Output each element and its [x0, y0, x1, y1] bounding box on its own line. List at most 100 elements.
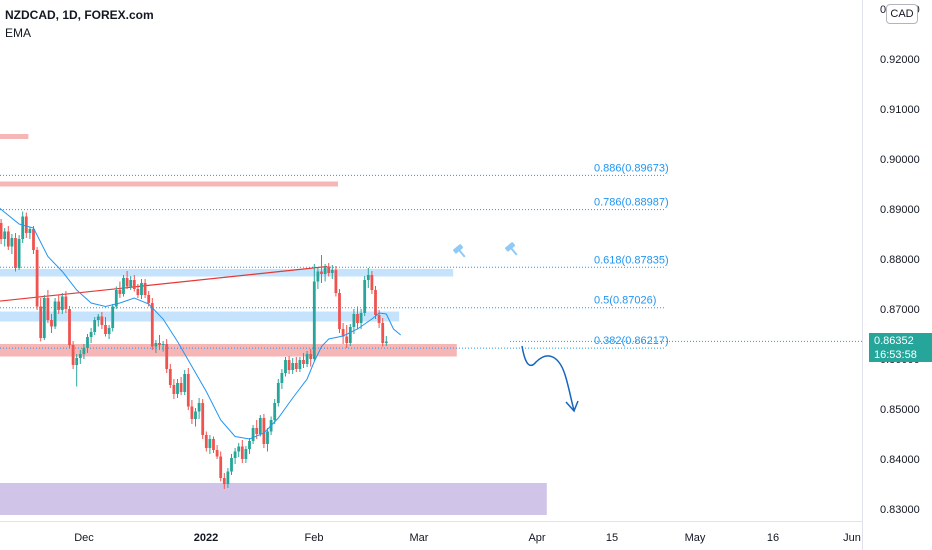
- currency-badge[interactable]: CAD: [886, 4, 918, 24]
- candle-body: [291, 363, 295, 370]
- candle-body: [46, 298, 50, 320]
- candle-body: [143, 283, 147, 295]
- candle: [212, 436, 215, 453]
- candle: [226, 468, 230, 488]
- hammer-handle: [510, 247, 518, 256]
- candle-body: [248, 441, 251, 449]
- candle: [111, 304, 115, 332]
- fib-label: 0.786(0.88987): [594, 197, 669, 209]
- time-tick-label: Mar: [410, 532, 429, 544]
- candle-body: [284, 360, 287, 373]
- time-tick-label: 2022: [194, 532, 218, 544]
- demand-zone: [0, 483, 547, 515]
- candle: [197, 398, 201, 419]
- time-tick-label: 15: [606, 532, 618, 544]
- candle: [208, 435, 212, 454]
- hammer-icon: [453, 244, 466, 258]
- candle: [240, 440, 244, 463]
- candle: [363, 276, 367, 316]
- candle-body: [273, 403, 277, 420]
- candle: [104, 317, 107, 337]
- candle-body: [305, 354, 309, 364]
- candle: [140, 279, 143, 299]
- price-tick-label: 0.88000: [880, 254, 920, 266]
- candle-body: [122, 278, 125, 294]
- candle-body: [21, 216, 25, 239]
- candle-body: [93, 320, 97, 332]
- candle-body: [251, 428, 255, 441]
- candle-body: [377, 315, 381, 323]
- candle: [122, 275, 125, 297]
- candle-body: [82, 348, 86, 354]
- candle: [172, 379, 176, 399]
- candle-body: [302, 360, 305, 364]
- candle: [381, 318, 385, 347]
- candle-body: [183, 374, 187, 392]
- resistance-zone: [0, 134, 29, 139]
- candle: [107, 325, 111, 339]
- candle-body: [129, 280, 133, 287]
- candle-body: [262, 418, 266, 444]
- candle: [57, 295, 61, 314]
- candle-body: [17, 239, 21, 268]
- candle: [186, 368, 190, 410]
- candle-body: [158, 343, 161, 345]
- candle-body: [57, 301, 61, 310]
- candle-body: [255, 428, 259, 434]
- candle: [71, 341, 75, 369]
- candle: [17, 235, 21, 270]
- candle: [258, 415, 262, 437]
- candle: [3, 228, 7, 247]
- candle: [158, 335, 161, 350]
- price-tick-label: 0.83000: [880, 504, 920, 516]
- candle: [233, 448, 237, 464]
- candle: [323, 264, 327, 282]
- candle-body: [75, 358, 79, 365]
- candle: [114, 286, 118, 309]
- candle: [244, 446, 248, 463]
- candle-body: [316, 271, 320, 282]
- candle-body: [312, 281, 316, 359]
- candle-body: [244, 449, 248, 459]
- candle-body: [168, 369, 172, 385]
- candle: [330, 265, 334, 279]
- candle: [165, 339, 169, 373]
- candle-body: [222, 478, 226, 484]
- indicator-label[interactable]: EMA: [5, 26, 32, 40]
- candle: [143, 279, 147, 298]
- symbol-title: NZDCAD, 1D, FOREX.com: [5, 8, 154, 22]
- candle-body: [341, 329, 345, 337]
- candle: [266, 428, 269, 452]
- fib-label: 0.886(0.89673): [594, 162, 669, 174]
- candle-body: [345, 336, 349, 343]
- candle: [194, 408, 197, 427]
- candle: [222, 473, 226, 489]
- candle: [291, 358, 295, 374]
- zones: [0, 134, 547, 515]
- candle: [352, 309, 356, 334]
- hammer-icon: [505, 242, 518, 256]
- price-tick-label: 0.89000: [880, 204, 920, 216]
- candle: [129, 276, 133, 290]
- annotations: [453, 242, 862, 413]
- candle: [334, 266, 338, 297]
- price-tick-label: 0.84000: [880, 454, 920, 466]
- candle-body: [71, 345, 75, 365]
- candle: [204, 431, 208, 452]
- price-tick-label: 0.87000: [880, 304, 920, 316]
- candle-body: [352, 314, 356, 327]
- fib-label: 0.618(0.87835): [594, 254, 669, 266]
- candle-body: [3, 231, 7, 239]
- candle-body: [226, 471, 230, 484]
- candle-body: [179, 383, 183, 392]
- candle-body: [118, 290, 122, 294]
- time-axis[interactable]: Dec 2022 Feb Mar Apr 15 May 16 Jun: [74, 532, 861, 544]
- candle: [14, 233, 17, 272]
- candle-body: [381, 323, 385, 343]
- candle-body: [359, 313, 363, 323]
- support-zone: [0, 269, 454, 277]
- candle-body: [104, 325, 107, 334]
- candle-body: [309, 354, 313, 359]
